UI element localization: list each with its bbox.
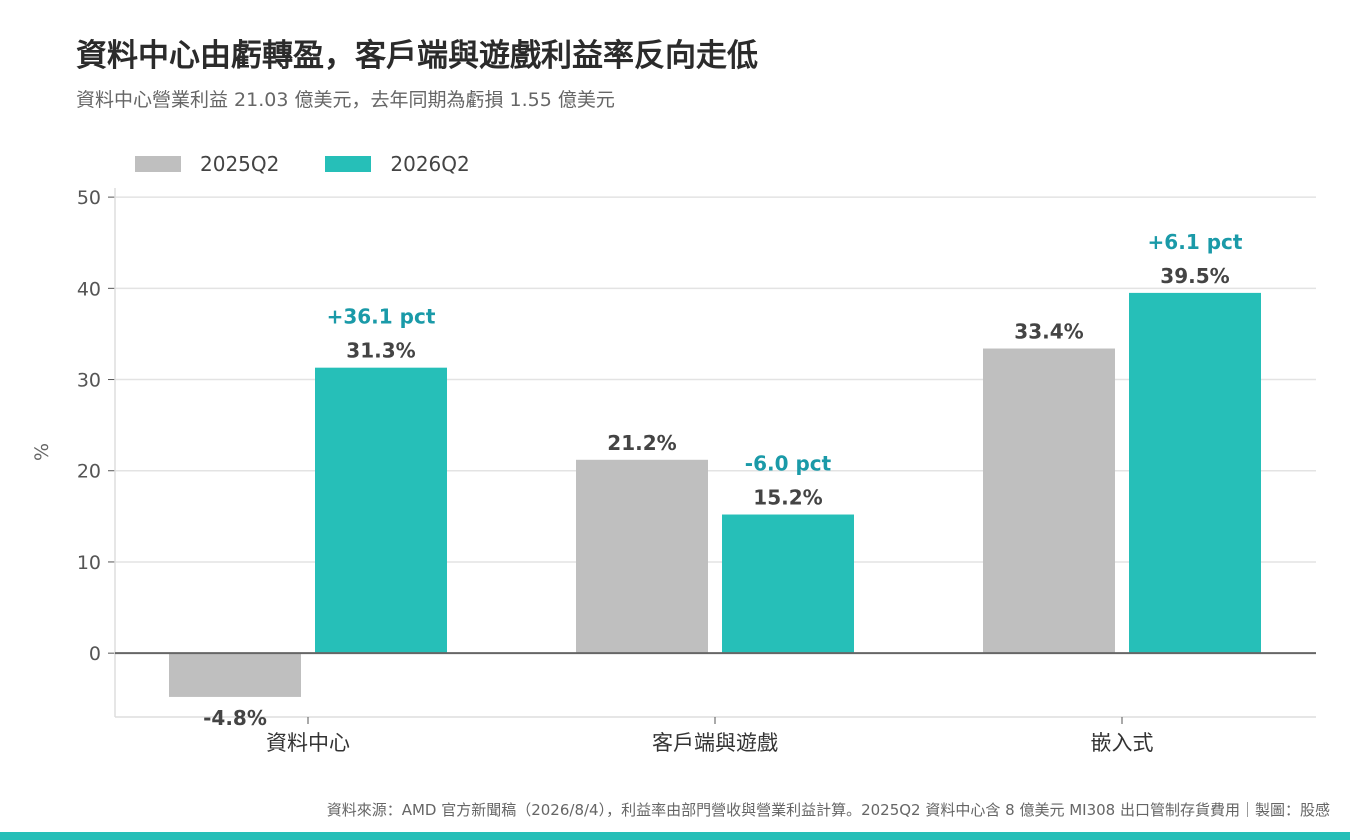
legend-label-2026q2: 2026Q2 bbox=[390, 152, 470, 176]
bar-2026q2 bbox=[722, 514, 854, 654]
legend-swatch-2026q2 bbox=[325, 156, 372, 172]
bar-2026q2 bbox=[315, 367, 447, 654]
data-label: 15.2% bbox=[753, 486, 822, 510]
delta-label: +6.1 pct bbox=[1148, 230, 1243, 254]
legend-item-2026q2: 2026Q2 bbox=[325, 152, 470, 176]
legend-swatch-2025q2 bbox=[135, 156, 181, 172]
data-label: 31.3% bbox=[346, 339, 415, 363]
y-tick-label: 30 bbox=[77, 370, 101, 392]
bottom-accent-bar bbox=[0, 832, 1350, 840]
bar-chart: 0 10 20 30 40 50% -4.8% 31.3% +36.1 pct 資料中心 21.2%… bbox=[31, 187, 1316, 755]
chart-title: 資料中心由虧轉盈，客戶端與遊戲利益率反向走低 bbox=[76, 38, 758, 74]
source-note: 資料來源：AMD 官方新聞稿（2026/8/4），利益率由部門營收與營業利益計算… bbox=[326, 801, 1330, 819]
data-label: 39.5% bbox=[1160, 264, 1229, 288]
legend-item-2025q2: 2025Q2 bbox=[135, 152, 279, 176]
bar-2025q2 bbox=[983, 348, 1115, 654]
x-tick-label: 客戶端與遊戲 bbox=[652, 731, 778, 755]
y-tick-label: 40 bbox=[77, 278, 101, 300]
x-tick-label: 嵌入式 bbox=[1091, 731, 1154, 755]
y-tick-label: 0 bbox=[89, 643, 101, 665]
delta-label: -6.0 pct bbox=[745, 452, 832, 476]
data-label: 21.2% bbox=[607, 431, 676, 455]
y-tick-label: 10 bbox=[77, 552, 101, 574]
legend-label-2025q2: 2025Q2 bbox=[200, 152, 280, 176]
chart-subtitle: 資料中心營業利益 21.03 億美元，去年同期為虧損 1.55 億美元 bbox=[76, 89, 615, 111]
y-axis-label: % bbox=[31, 443, 53, 461]
y-tick-label: 20 bbox=[77, 461, 101, 483]
bar-2025q2 bbox=[576, 459, 708, 654]
x-tick-label: 資料中心 bbox=[266, 731, 350, 755]
bar-2026q2 bbox=[1129, 292, 1261, 654]
bar-2025q2 bbox=[169, 653, 301, 697]
delta-label: +36.1 pct bbox=[327, 305, 436, 329]
data-label: 33.4% bbox=[1014, 320, 1083, 344]
data-label: -4.8% bbox=[203, 706, 267, 730]
legend: 2025Q2 2026Q2 bbox=[135, 152, 516, 176]
y-tick-label: 50 bbox=[77, 187, 101, 209]
